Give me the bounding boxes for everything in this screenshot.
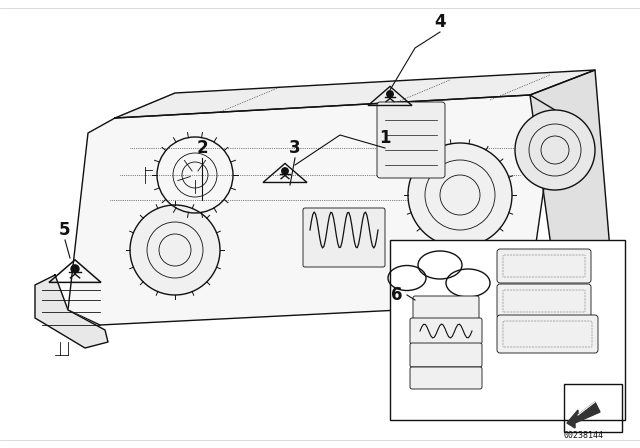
Polygon shape	[35, 275, 108, 348]
Polygon shape	[390, 240, 625, 420]
Circle shape	[70, 264, 80, 274]
Polygon shape	[530, 70, 610, 275]
Text: 2: 2	[196, 139, 208, 157]
Text: 6: 6	[391, 286, 403, 304]
Circle shape	[408, 143, 512, 247]
FancyBboxPatch shape	[410, 343, 482, 367]
Polygon shape	[68, 95, 555, 325]
Circle shape	[386, 90, 394, 98]
FancyBboxPatch shape	[377, 102, 445, 178]
Text: 4: 4	[434, 13, 446, 31]
Text: 1: 1	[380, 129, 391, 147]
FancyBboxPatch shape	[410, 318, 482, 344]
Text: 3: 3	[289, 139, 301, 157]
FancyBboxPatch shape	[413, 296, 479, 322]
Text: 5: 5	[60, 221, 71, 239]
FancyBboxPatch shape	[497, 284, 591, 318]
Text: 00238144: 00238144	[563, 431, 603, 440]
FancyBboxPatch shape	[497, 315, 598, 353]
FancyBboxPatch shape	[303, 208, 385, 267]
Circle shape	[130, 205, 220, 295]
FancyBboxPatch shape	[497, 249, 591, 283]
Polygon shape	[567, 402, 600, 428]
Polygon shape	[115, 70, 595, 118]
FancyBboxPatch shape	[410, 367, 482, 389]
Circle shape	[515, 110, 595, 190]
Circle shape	[281, 167, 289, 175]
